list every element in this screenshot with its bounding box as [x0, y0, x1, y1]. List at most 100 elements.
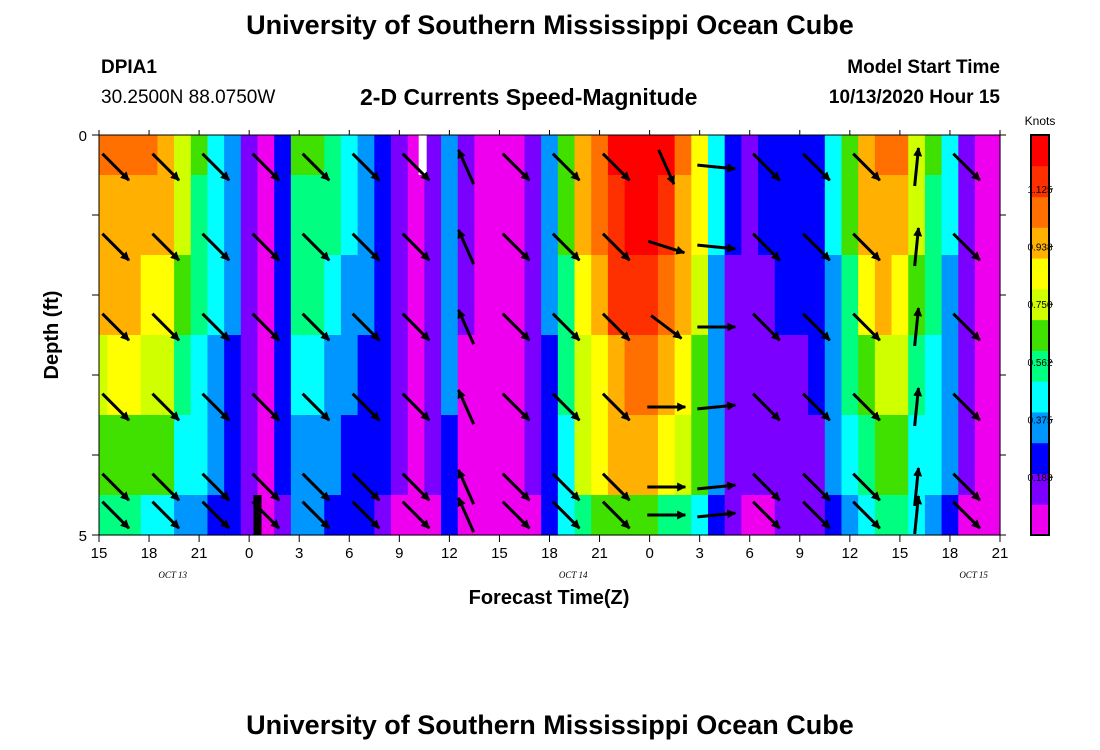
- heatmap-cell: [991, 495, 1001, 536]
- heatmap-cell: [607, 175, 626, 256]
- heatmap-cell: [274, 255, 292, 336]
- heatmap-cell: [941, 135, 959, 176]
- current-vector-arrow: [101, 312, 131, 342]
- heatmap-cell: [207, 415, 225, 496]
- data-marker: [253, 495, 262, 535]
- heatmap-cell: [941, 495, 959, 536]
- current-vector-arrow: [752, 152, 781, 182]
- heatmap-cell: [941, 415, 959, 496]
- date-label: OCT 15: [959, 570, 988, 580]
- current-vector-arrow: [101, 500, 131, 530]
- current-vector-arrow: [752, 392, 781, 422]
- heatmap-cell: [524, 175, 542, 256]
- heatmap-cell: [174, 415, 192, 496]
- current-vector-arrow: [351, 472, 381, 502]
- heatmap-cell: [924, 255, 943, 336]
- heatmap-cell: [357, 255, 375, 336]
- current-vector-arrow: [151, 152, 181, 182]
- heatmap-cell: [974, 495, 993, 536]
- heatmap-cell: [274, 415, 292, 496]
- current-vector-arrow: [802, 500, 831, 530]
- x-tick-label: 18: [942, 545, 959, 562]
- heatmap-cell: [841, 415, 859, 496]
- current-vector-arrow: [457, 469, 476, 505]
- x-tick-label: 3: [295, 545, 303, 562]
- x-tick-label: 18: [141, 545, 158, 562]
- x-tick-label: 18: [541, 545, 558, 562]
- heatmap-cell: [357, 135, 375, 176]
- colorbar-swatch: [1031, 135, 1049, 167]
- heatmap-cell: [724, 175, 742, 256]
- current-vector-arrow: [351, 152, 381, 182]
- heatmap-cell: [958, 175, 976, 256]
- colorbar-label: Knots: [1025, 114, 1056, 128]
- heatmap-cell: [791, 255, 809, 336]
- heatmap-cell: [641, 175, 659, 256]
- current-vector-arrow: [201, 392, 231, 422]
- heatmap-cell: [774, 415, 793, 496]
- heatmap-cell: [741, 175, 759, 256]
- heatmap-cell: [557, 135, 576, 176]
- date-label: OCT 13: [158, 570, 187, 580]
- heatmap-cell: [874, 255, 893, 336]
- heatmap-cell: [574, 415, 592, 496]
- heatmap-cell: [424, 495, 442, 536]
- x-tick-label: 21: [191, 545, 208, 562]
- heatmap-cell: [290, 335, 309, 416]
- heatmap-cell: [99, 415, 108, 496]
- heatmap-cell: [591, 415, 609, 496]
- x-tick-label: 0: [645, 545, 653, 562]
- current-vector-arrow: [301, 312, 331, 342]
- current-vector-arrow: [802, 232, 831, 262]
- heatmap-cell: [891, 335, 909, 416]
- heatmap-cell: [741, 495, 759, 536]
- heatmap-cell: [340, 175, 359, 256]
- heatmap-cell: [507, 255, 526, 336]
- heatmap-cell: [491, 255, 509, 336]
- heatmap-cell: [958, 135, 976, 176]
- x-tick-label: 21: [992, 545, 1009, 562]
- y-tick-label: 0: [79, 128, 87, 145]
- current-vector-arrow: [151, 312, 181, 342]
- heatmap-cell: [124, 255, 142, 336]
- heatmap-cell: [107, 255, 125, 336]
- heatmap-cell: [808, 335, 826, 416]
- colorbar-swatch: [1031, 473, 1049, 505]
- heatmap-cell: [424, 255, 442, 336]
- heatmap-cell: [574, 135, 592, 176]
- current-vector-arrow: [501, 232, 531, 262]
- current-vector-arrow: [401, 472, 431, 502]
- heatmap-cell: [824, 495, 843, 536]
- heatmap-cell: [174, 255, 192, 336]
- heatmap-cell: [374, 335, 392, 416]
- heatmap-cell: [624, 335, 642, 416]
- heatmap-cell: [691, 335, 709, 416]
- current-vector-arrow: [752, 500, 781, 530]
- heatmap-cell: [557, 415, 576, 496]
- heatmap-cell: [124, 415, 142, 496]
- heatmap-cell: [99, 175, 108, 256]
- heatmap-cell: [708, 175, 726, 256]
- heatmap-cell: [424, 415, 442, 496]
- colorbar-tick-label: 0.750: [1027, 300, 1052, 311]
- heatmap-cell: [407, 255, 425, 336]
- current-vector-arrow: [601, 152, 631, 182]
- heatmap-cell: [441, 495, 459, 536]
- current-vector-arrow: [913, 227, 923, 267]
- current-vector-arrow: [601, 500, 631, 530]
- heatmap-cell: [607, 415, 626, 496]
- current-vector-arrow: [852, 232, 881, 262]
- heatmap-cell: [774, 135, 793, 176]
- x-tick-label: 9: [395, 545, 403, 562]
- heatmap-cell: [491, 135, 509, 176]
- heatmap-cell: [140, 175, 158, 256]
- heatmap-cell: [824, 255, 843, 336]
- current-vector-arrow: [251, 312, 281, 342]
- heatmap-cell: [808, 415, 826, 496]
- current-vector-arrow: [401, 312, 431, 342]
- heatmap-cell: [340, 135, 359, 176]
- heatmap-cell: [541, 495, 559, 536]
- heatmap-cell: [974, 415, 993, 496]
- heatmap-cell: [758, 135, 776, 176]
- heatmap-cell: [441, 135, 459, 176]
